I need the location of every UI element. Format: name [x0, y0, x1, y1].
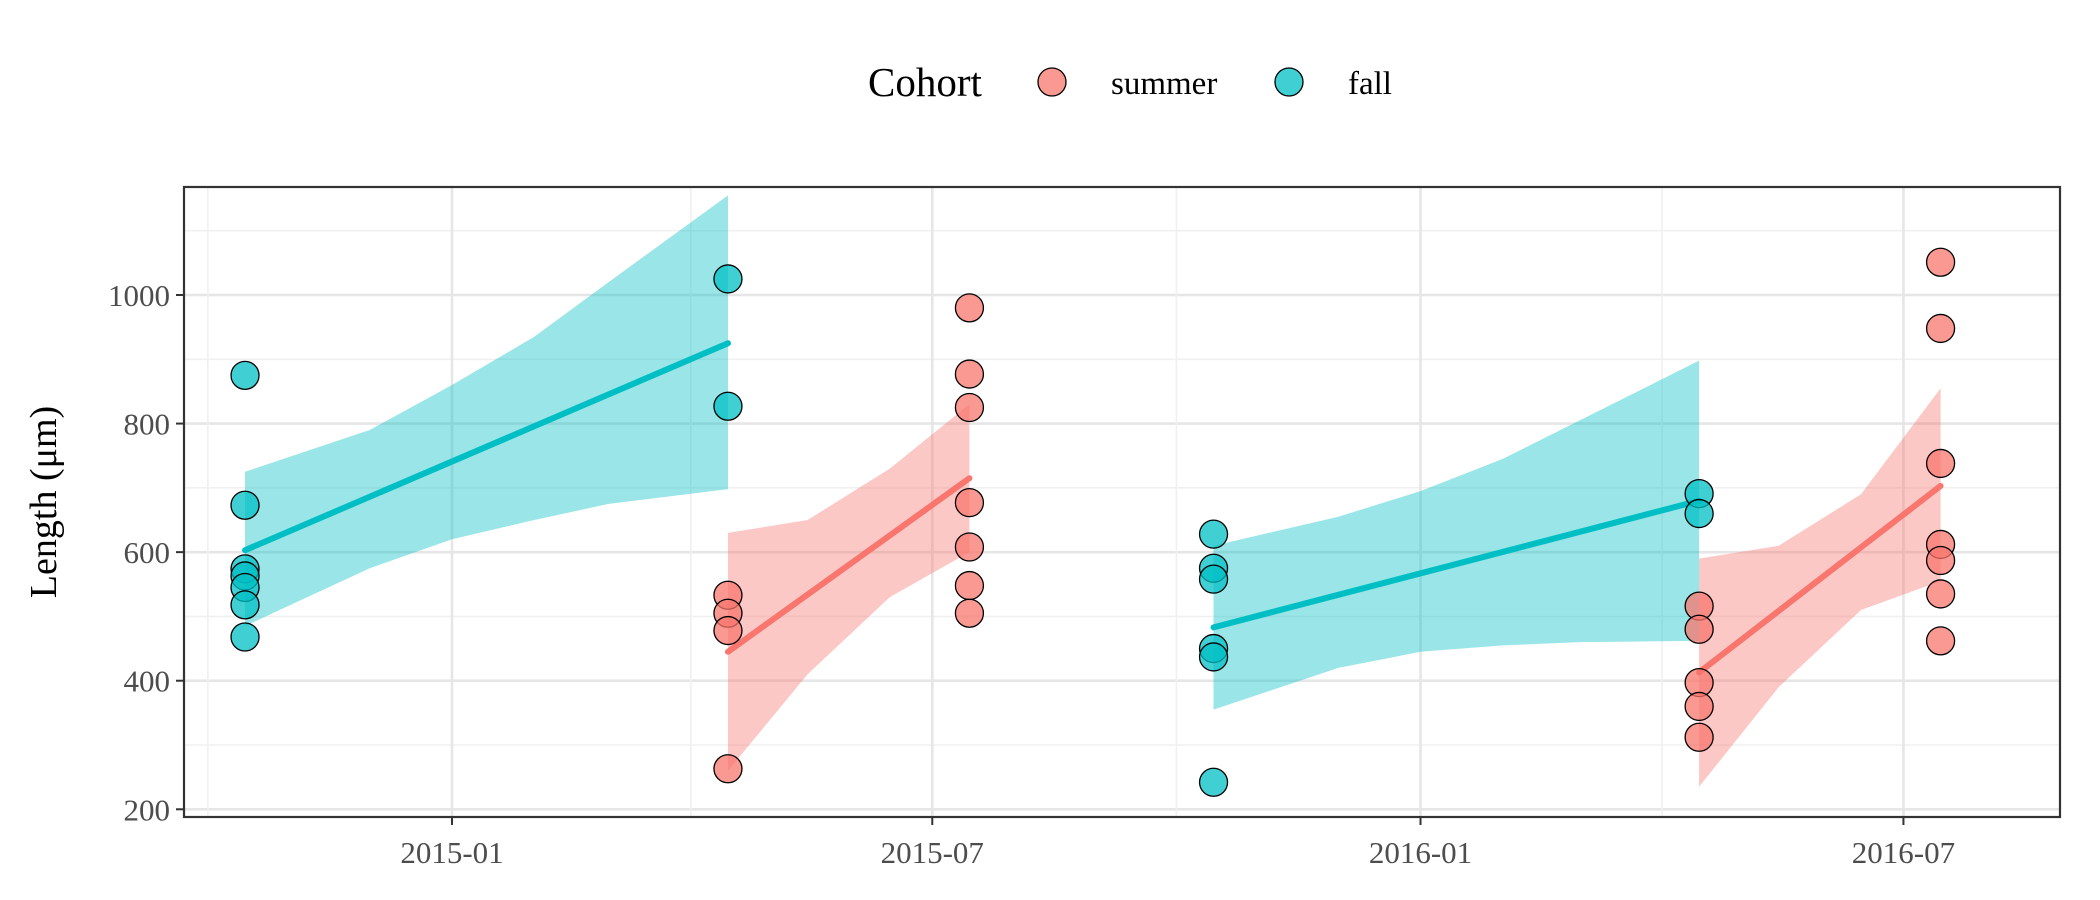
point-summer — [1925, 247, 1956, 277]
ribbon-summer — [1699, 388, 1941, 787]
plot-background — [184, 187, 2060, 817]
point-fall — [1198, 642, 1229, 672]
point-fall — [1684, 498, 1714, 529]
x-tick-label: 2015-01 — [400, 835, 503, 870]
y-tick-label: 800 — [124, 407, 171, 442]
x-axis: 2015-01 2015-07 2016-01 2016-07 — [400, 817, 1955, 870]
x-tick-label: 2016-07 — [1852, 835, 1955, 870]
x-tick-label: 2015-07 — [881, 835, 984, 870]
ribbon-fall — [245, 195, 728, 627]
point-fall — [230, 590, 260, 620]
ribbon-summer — [728, 404, 970, 771]
y-axis: 200 400 600 800 1000 — [108, 278, 184, 827]
point-fall — [1198, 564, 1229, 594]
point-summer — [1684, 722, 1714, 752]
legend-title: Cohort — [868, 59, 983, 105]
point-summer — [954, 532, 985, 562]
plot-border — [182, 185, 2062, 819]
point-summer — [954, 570, 985, 601]
fit-lines — [242, 340, 1944, 676]
legend-entry-fall: fall — [1274, 66, 1392, 102]
ribbon-fall — [1213, 360, 1700, 710]
point-fall — [230, 360, 260, 391]
point-summer — [954, 392, 985, 423]
point-summer — [1925, 545, 1956, 576]
point-fall — [1198, 767, 1229, 797]
legend-key-summer — [1037, 67, 1067, 97]
y-tick-label: 200 — [124, 792, 171, 827]
point-summer — [1925, 448, 1956, 479]
data-points — [230, 247, 1956, 797]
fit-line-summer — [724, 475, 973, 655]
y-axis-title: Length (μm) — [23, 406, 65, 598]
legend-label-summer: summer — [1111, 66, 1217, 102]
legend-label-fall: fall — [1348, 66, 1392, 102]
point-summer — [1925, 626, 1956, 656]
legend: Cohort summer fall — [868, 59, 1392, 105]
point-summer — [954, 487, 985, 518]
point-summer — [713, 754, 743, 784]
point-fall — [230, 622, 260, 652]
point-fall — [713, 391, 743, 421]
legend-key-fall — [1274, 67, 1304, 97]
y-tick-label: 600 — [124, 535, 171, 570]
point-fall — [713, 264, 743, 294]
point-summer — [954, 359, 985, 389]
point-summer — [1925, 579, 1956, 609]
x-tick-label: 2016-01 — [1369, 835, 1472, 870]
point-fall — [230, 490, 260, 520]
point-summer — [954, 598, 985, 628]
fit-line-fall — [242, 340, 731, 554]
confidence-ribbons — [245, 195, 1941, 787]
point-summer — [1684, 691, 1714, 722]
point-summer — [1925, 313, 1956, 344]
point-summer — [713, 615, 743, 646]
fit-line-fall — [1210, 497, 1703, 631]
point-summer — [954, 293, 985, 323]
fit-line-summer — [1696, 482, 1944, 676]
point-fall — [1198, 519, 1229, 549]
grid — [184, 187, 2060, 817]
legend-entry-summer: summer — [1037, 66, 1217, 102]
y-tick-label: 400 — [124, 664, 171, 699]
plot-area — [182, 185, 2062, 819]
point-summer — [1684, 614, 1714, 644]
y-tick-label: 1000 — [108, 278, 170, 313]
